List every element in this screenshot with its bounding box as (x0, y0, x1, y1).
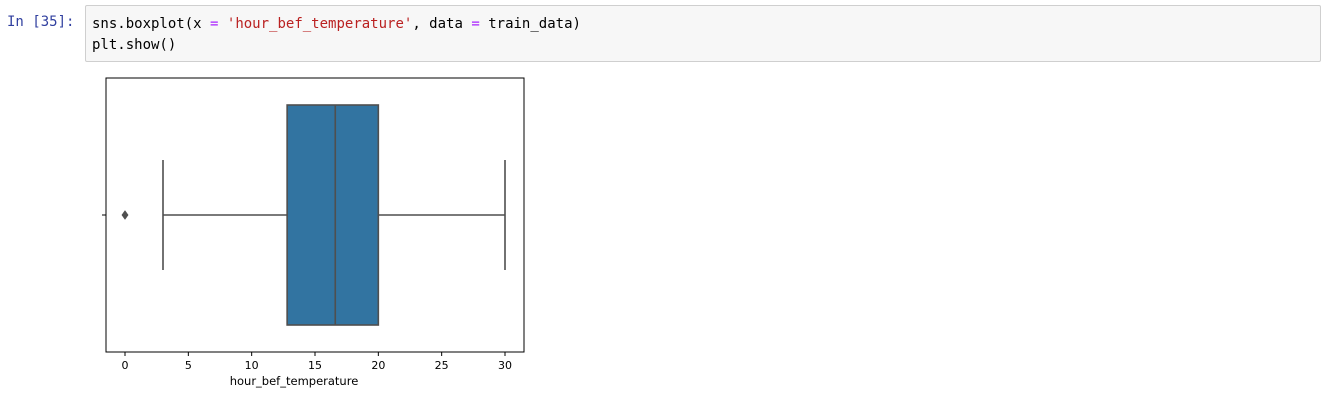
code-editor[interactable]: sns.boxplot(x = 'hour_bef_temperature', … (92, 14, 581, 56)
outlier-point (121, 210, 129, 220)
code-line-1: sns.boxplot(x = 'hour_bef_temperature', … (92, 16, 581, 32)
x-tick-label: 5 (185, 359, 192, 372)
code-line-2: plt.show() (92, 37, 177, 53)
output-area: 0 5 10 15 20 25 30 hour_bef_temperature (85, 70, 565, 400)
x-tick-label: 20 (371, 359, 385, 372)
x-tick-label: 30 (498, 359, 512, 372)
x-tick-label: 10 (245, 359, 259, 372)
x-tick-label: 15 (308, 359, 322, 372)
input-prompt: In [35]: (7, 14, 75, 30)
x-tick-label: 25 (435, 359, 449, 372)
x-axis-label: hour_bef_temperature (230, 374, 359, 388)
x-tick-label: 0 (122, 359, 129, 372)
box-iqr (286, 104, 380, 326)
code-input-area[interactable]: sns.boxplot(x = 'hour_bef_temperature', … (85, 5, 1321, 62)
boxplot-chart: 0 5 10 15 20 25 30 hour_bef_temperature (102, 77, 525, 388)
